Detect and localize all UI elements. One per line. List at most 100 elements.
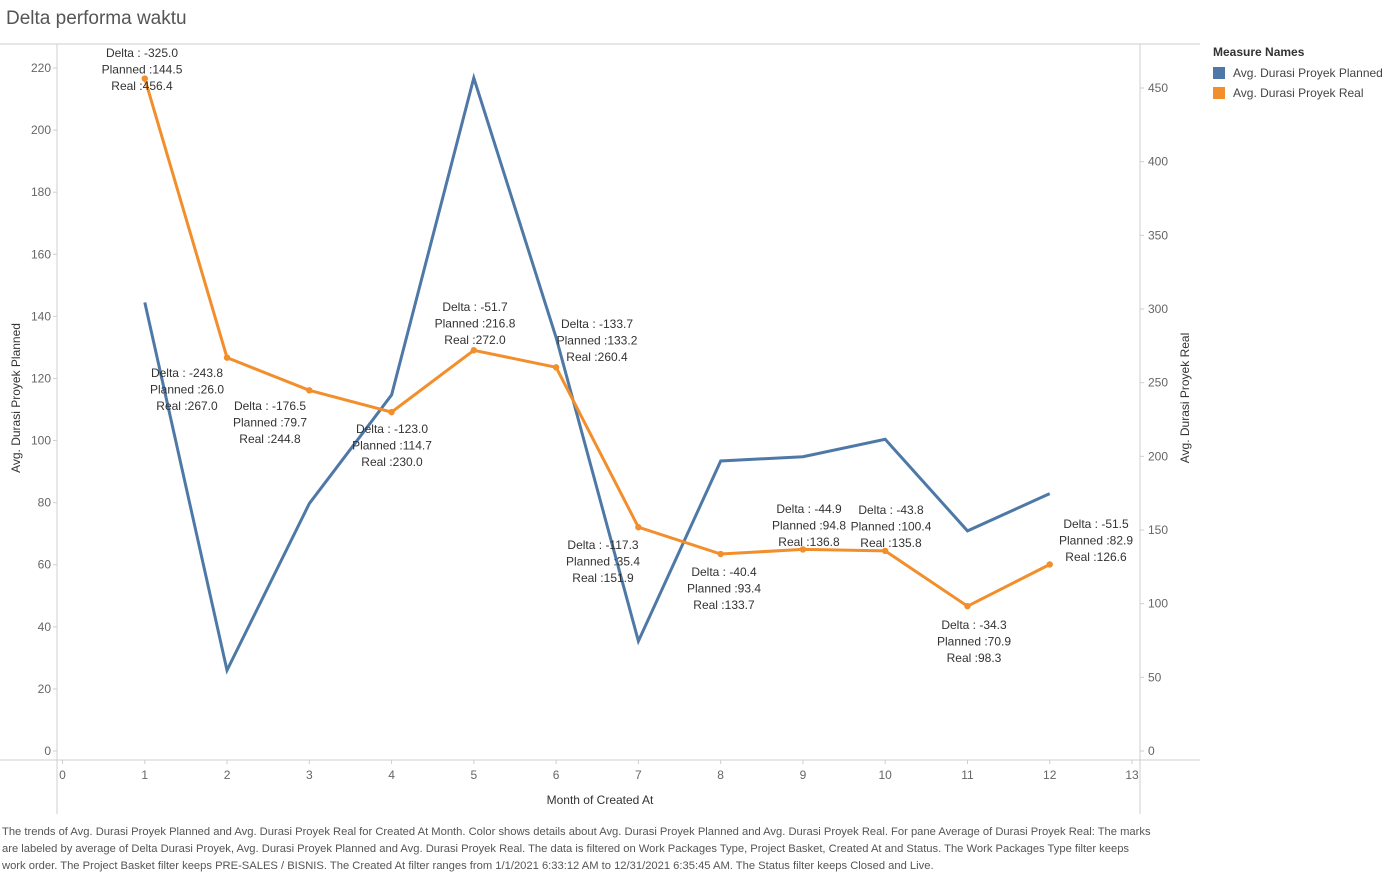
data-point-real [717,550,724,558]
y-left-tick-label: 60 [38,558,52,572]
x-axis-title: Month of Created At [547,793,654,807]
y-right-tick-label: 150 [1148,523,1168,537]
data-label: Real :272.0 [444,333,506,347]
data-point-real [1046,561,1053,568]
data-point-real [635,524,642,531]
series-line-planned [143,72,1051,675]
chart-frame [0,43,1200,814]
data-label: Real :98.3 [947,651,1002,665]
chart-title: Delta performa waktu [6,8,187,29]
data-label: Planned :93.4 [687,582,761,596]
data-point-real [223,354,231,361]
data-label: Planned :26.0 [150,383,224,397]
data-label: Planned :35.4 [566,555,640,569]
data-point-real [306,387,313,394]
data-label: Delta : -133.7 [561,317,633,331]
y-left-tick-label: 100 [31,434,51,448]
legend-label-planned: Avg. Durasi Proyek Planned [1233,66,1383,80]
chart-points [141,75,1053,610]
x-tick-label: 8 [717,768,724,782]
data-label: Delta : -34.3 [941,618,1007,632]
data-label: Planned :82.9 [1059,534,1133,548]
data-label: Planned :70.9 [937,635,1011,649]
data-label: Real :230.0 [361,455,423,469]
x-tick-label: 4 [388,768,395,782]
data-label: Planned :94.8 [772,519,846,533]
data-label: Real :126.6 [1065,550,1127,564]
data-label: Delta : -43.8 [858,503,924,517]
y-right-tick-label: 100 [1148,597,1168,611]
data-point-real [141,75,148,82]
data-point-real [964,602,971,610]
legend-item-planned[interactable]: Avg. Durasi Proyek Planned [1213,63,1383,83]
data-label: Delta : -40.4 [691,565,757,579]
y-left-tick-label: 40 [38,620,52,634]
x-tick-label: 5 [471,768,478,782]
series-line-real [143,78,1051,608]
y-left-tick-label: 0 [44,744,51,758]
x-tick-label: 13 [1125,768,1139,782]
data-label: Real :267.0 [156,399,218,413]
data-point-real [470,347,478,354]
y-left-tick-label: 200 [31,123,51,137]
y-right-tick-label: 450 [1148,81,1168,95]
data-point-real [552,364,560,371]
y-left-axis-title: Avg. Durasi Proyek Planned [9,323,23,473]
chart-axes: 0204060801001201401601802002200501001502… [9,61,1192,807]
data-label: Delta : -243.8 [151,366,223,380]
data-label: Real :456.4 [111,79,173,93]
y-left-tick-label: 120 [31,371,51,385]
data-label: Real :151.9 [572,571,634,585]
y-right-tick-label: 300 [1148,302,1168,316]
chart-labels: Delta : -325.0 Planned :144.5 Real :456.4 D… [102,46,1134,665]
x-tick-label: 1 [141,768,148,782]
x-tick-label: 3 [306,768,313,782]
x-tick-label: 0 [59,768,66,782]
data-label: Real :135.8 [860,536,922,550]
data-label: Real :136.8 [778,535,840,549]
y-left-tick-label: 140 [31,309,51,323]
data-label: Delta : -325.0 [106,46,178,60]
y-left-tick-label: 80 [38,496,52,510]
x-tick-label: 9 [800,768,807,782]
data-label: Delta : -51.7 [442,300,508,314]
y-right-tick-label: 50 [1148,670,1162,684]
legend-item-real[interactable]: Avg. Durasi Proyek Real [1213,83,1383,103]
data-label: Planned :114.7 [352,439,432,453]
data-label: Delta : -44.9 [776,502,842,516]
data-label: Planned :100.4 [851,520,932,534]
data-point-real [388,408,395,416]
data-label: Delta : -123.0 [356,422,428,436]
data-label: Delta : -117.3 [567,538,638,552]
x-tick-label: 10 [879,768,893,782]
y-left-tick-label: 20 [38,682,52,696]
data-label: Delta : -51.5 [1063,517,1129,531]
data-label: Real :244.8 [239,432,301,446]
x-tick-label: 2 [224,768,231,782]
data-label: Planned :133.2 [557,334,638,348]
x-tick-label: 7 [635,768,642,782]
data-label: Planned :79.7 [233,416,307,430]
y-right-axis-title: Avg. Durasi Proyek Real [1178,333,1192,464]
y-left-tick-label: 180 [31,185,51,199]
legend: Measure Names Avg. Durasi Proyek Planned… [1213,45,1383,103]
data-label: Planned :144.5 [102,63,183,77]
data-point-real [799,546,807,553]
y-left-tick-label: 220 [31,61,51,75]
legend-swatch-real [1213,87,1225,99]
x-tick-label: 12 [1043,768,1057,782]
data-label: Delta : -176.5 [234,399,306,413]
x-tick-label: 11 [961,768,974,782]
y-right-tick-label: 0 [1148,744,1155,758]
data-point-real [881,547,889,555]
chart-lines [143,72,1051,675]
x-tick-label: 6 [553,768,560,782]
y-right-tick-label: 200 [1148,449,1168,463]
y-right-tick-label: 350 [1148,228,1168,242]
legend-swatch-planned [1213,67,1225,79]
data-label: Real :260.4 [566,350,628,364]
data-label: Real :133.7 [693,598,755,612]
y-left-tick-label: 160 [31,247,51,261]
legend-title: Measure Names [1213,45,1305,59]
